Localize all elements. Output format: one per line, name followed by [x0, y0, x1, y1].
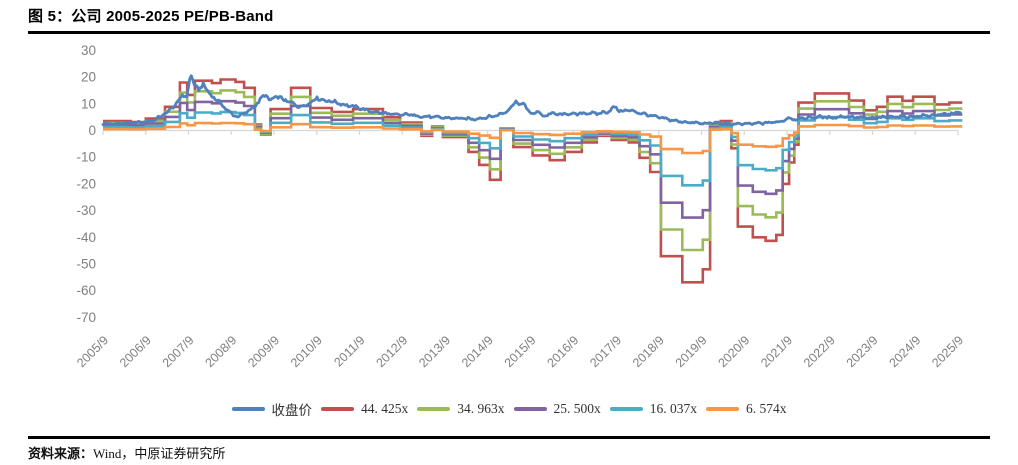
x-axis-label: 2016/9	[544, 333, 581, 370]
x-axis-label: 2007/9	[160, 333, 197, 370]
x-axis-label: 2010/9	[288, 333, 325, 370]
x-axis-label: 2009/9	[245, 333, 282, 370]
legend-item-44.425x: 44. 425x	[321, 401, 408, 417]
y-axis-label: 10	[81, 96, 96, 111]
y-axis-label: 20	[81, 70, 96, 85]
legend-item-6.574x: 6. 574x	[706, 401, 787, 417]
y-axis-label: -20	[76, 176, 96, 191]
legend-item-16.037x: 16. 037x	[609, 401, 697, 417]
price-line	[101, 74, 962, 127]
source-note: 资料来源：Wind，中原证券研究所	[28, 443, 225, 462]
legend-label: 6. 574x	[746, 401, 787, 416]
legend-label: 16. 037x	[649, 401, 697, 416]
y-axis-label: -40	[76, 230, 96, 245]
legend-label: 34. 963x	[457, 401, 505, 416]
legend-label: 25. 500x	[553, 401, 601, 416]
title-divider	[28, 31, 990, 34]
x-axis-label: 2025/9	[929, 333, 966, 370]
x-axis-label: 2014/9	[459, 333, 496, 370]
x-axis-label: 2019/9	[673, 333, 710, 370]
chart-legend: 收盘价 44. 425x 34. 963x 25. 500x 16. 037x 6. 57…	[0, 399, 1018, 419]
x-axis-label: 2015/9	[502, 333, 539, 370]
legend-swatch-line	[231, 407, 265, 411]
source-value: Wind，中原证券研究所	[93, 446, 226, 461]
legend-item-收盘价: 收盘价	[231, 399, 313, 419]
figure-title: 图 5：公司 2005-2025 PE/PB-Band	[28, 8, 274, 25]
y-axis-label: -10	[76, 150, 96, 165]
legend-label: 44. 425x	[361, 401, 409, 416]
y-axis-label: 0	[88, 123, 96, 138]
band-line-6.574x	[103, 121, 963, 155]
x-axis-label: 2012/9	[373, 333, 410, 370]
x-axis-label: 2008/9	[202, 333, 239, 370]
x-axis-label: 2024/9	[886, 333, 923, 370]
x-axis-label: 2021/9	[758, 333, 795, 370]
legend-swatch-line	[513, 407, 547, 411]
legend-swatch-line	[706, 407, 739, 411]
source-divider	[28, 436, 990, 439]
x-axis-label: 2022/9	[801, 333, 838, 370]
x-axis-label: 2017/9	[587, 333, 624, 370]
legend-swatch-line	[321, 407, 354, 411]
pe-pb-band-chart: 30 20 10 0 -10 -20 -30 -40 -50 -60 -70 2005/9 2006/9…	[74, 43, 966, 370]
x-axis-label: 2011/9	[331, 333, 367, 369]
y-axis-label: -30	[76, 203, 96, 218]
y-axis-label: -70	[76, 310, 96, 325]
legend-swatch-line	[609, 407, 643, 411]
x-axis-label: 2023/9	[844, 333, 881, 370]
y-axis-label: -60	[76, 283, 96, 298]
y-axis-label: -50	[76, 257, 96, 272]
x-axis-label: 2013/9	[416, 333, 453, 370]
legend-item-25.500x: 25. 500x	[513, 401, 601, 417]
x-axis-label: 2020/9	[715, 333, 752, 370]
legend-swatch-line	[417, 407, 451, 411]
legend-item-34.963x: 34. 963x	[417, 401, 505, 417]
x-axis-label: 2005/9	[74, 333, 111, 370]
legend-label: 收盘价	[271, 403, 313, 418]
x-axis-label: 2018/9	[630, 333, 667, 370]
source-label: 资料来源：	[28, 446, 94, 461]
x-axis-label: 2006/9	[117, 333, 154, 370]
y-axis-label: 30	[81, 43, 96, 58]
